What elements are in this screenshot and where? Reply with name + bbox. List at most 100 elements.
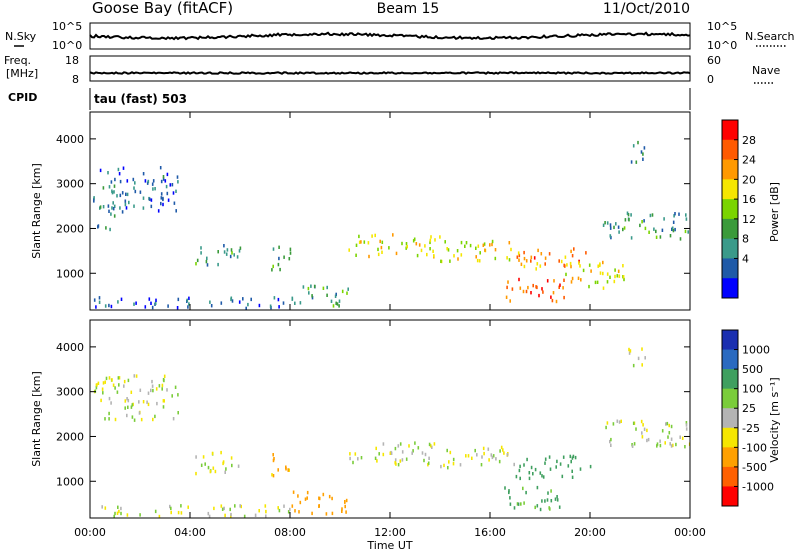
scatter-cell	[549, 467, 552, 471]
scatter-cell	[271, 473, 273, 477]
scatter-cell	[429, 240, 431, 245]
scatter-cell	[507, 280, 509, 284]
scatter-cell	[616, 419, 619, 423]
scatter-cell	[519, 464, 521, 469]
scatter-cell	[331, 511, 334, 516]
scatter-cell	[554, 497, 557, 501]
scatter-cell	[566, 263, 568, 267]
scatter-cell	[684, 445, 686, 449]
scatter-cell	[622, 264, 624, 268]
scatter-cell	[474, 448, 476, 453]
colorbar-swatch	[722, 278, 738, 299]
scatter-cell	[313, 284, 316, 289]
scatter-cell	[138, 400, 140, 404]
scatter-cell	[443, 463, 445, 468]
scatter-cell	[326, 285, 328, 290]
scatter-cell	[148, 297, 151, 301]
scatter-cell	[610, 437, 612, 442]
scatter-cell	[322, 492, 325, 497]
scatter-cell	[113, 204, 116, 208]
scatter-cell	[142, 400, 145, 404]
scatter-cell	[147, 391, 150, 395]
scatter-cell	[371, 234, 373, 238]
scatter-cell	[616, 274, 619, 278]
scatter-cell	[477, 244, 480, 248]
scatter-cell	[273, 296, 276, 300]
scatter-cell	[585, 251, 587, 255]
scatter-cell	[541, 474, 543, 478]
scatter-cell	[452, 457, 455, 462]
scatter-cell	[523, 256, 526, 261]
scatter-cell	[428, 456, 430, 460]
scatter-cell	[423, 458, 425, 463]
colorbar-label: 16	[742, 193, 756, 206]
scatter-cell	[510, 247, 512, 252]
scatter-cell	[563, 263, 565, 268]
scatter-cell	[475, 255, 477, 259]
scatter-cell	[406, 245, 408, 249]
scatter-cell	[426, 252, 428, 257]
scatter-cell	[144, 179, 147, 183]
scatter-cell	[446, 247, 448, 251]
scatter-cell	[318, 504, 320, 508]
scatter-cell	[146, 400, 148, 404]
scatter-cell	[209, 300, 211, 304]
scatter-cell	[602, 271, 604, 276]
scatter-cell	[377, 247, 379, 252]
scatter-cell	[606, 221, 609, 225]
scatter-cell	[306, 490, 309, 495]
scatter-cell	[571, 469, 573, 473]
scatter-cell	[534, 505, 536, 510]
colorbar-swatch	[722, 120, 738, 141]
scatter-cell	[617, 269, 620, 273]
scatter-cell	[596, 280, 599, 284]
scatter-cell	[637, 140, 639, 145]
colorbar-swatch	[722, 408, 738, 429]
scatter-cell	[166, 388, 168, 392]
scatter-cell	[325, 512, 328, 516]
scatter-cell	[334, 294, 337, 298]
scatter-cell	[646, 428, 648, 433]
scatter-cell	[217, 262, 219, 267]
y-tick-label: 3000	[56, 386, 84, 399]
scatter-cell	[162, 378, 165, 382]
scatter-cell	[405, 246, 407, 250]
scatter-cell	[172, 191, 175, 195]
scatter-cell	[322, 286, 325, 290]
scatter-cell	[104, 304, 107, 308]
scatter-cell	[542, 475, 545, 479]
scatter-cell	[130, 390, 133, 394]
scatter-cell	[685, 427, 688, 431]
scatter-cell	[667, 435, 669, 439]
scatter-cell	[571, 475, 574, 479]
scatter-cell	[207, 511, 210, 516]
scatter-cell	[382, 452, 385, 457]
scatter-cell	[152, 388, 154, 393]
scatter-cell	[122, 166, 125, 170]
colorbar-swatch	[722, 349, 738, 370]
scatter-cell	[630, 213, 632, 217]
scatter-cell	[347, 287, 349, 291]
scatter-cell	[644, 356, 646, 360]
scatter-cell	[433, 254, 435, 258]
scatter-cell	[139, 513, 141, 517]
scatter-cell	[165, 184, 168, 189]
colorbar-label: -100	[742, 441, 767, 454]
scatter-cell	[484, 248, 486, 252]
scatter-cell	[242, 297, 244, 301]
scatter-cell	[405, 242, 408, 246]
scatter-cell	[518, 253, 521, 258]
scatter-cell	[412, 449, 414, 453]
scatter-cell	[117, 300, 119, 304]
scatter-cell	[631, 444, 634, 448]
scatter-cell	[522, 289, 525, 294]
scatter-cell	[225, 467, 227, 471]
freq-left-tick-bottom: 8	[72, 73, 79, 86]
scatter-cell	[523, 463, 525, 467]
scatter-cell	[298, 510, 300, 514]
scatter-cell	[628, 351, 631, 355]
scatter-cell	[395, 251, 398, 256]
scatter-cell	[156, 401, 158, 406]
scatter-cell	[511, 287, 514, 291]
scatter-cell	[288, 468, 290, 472]
